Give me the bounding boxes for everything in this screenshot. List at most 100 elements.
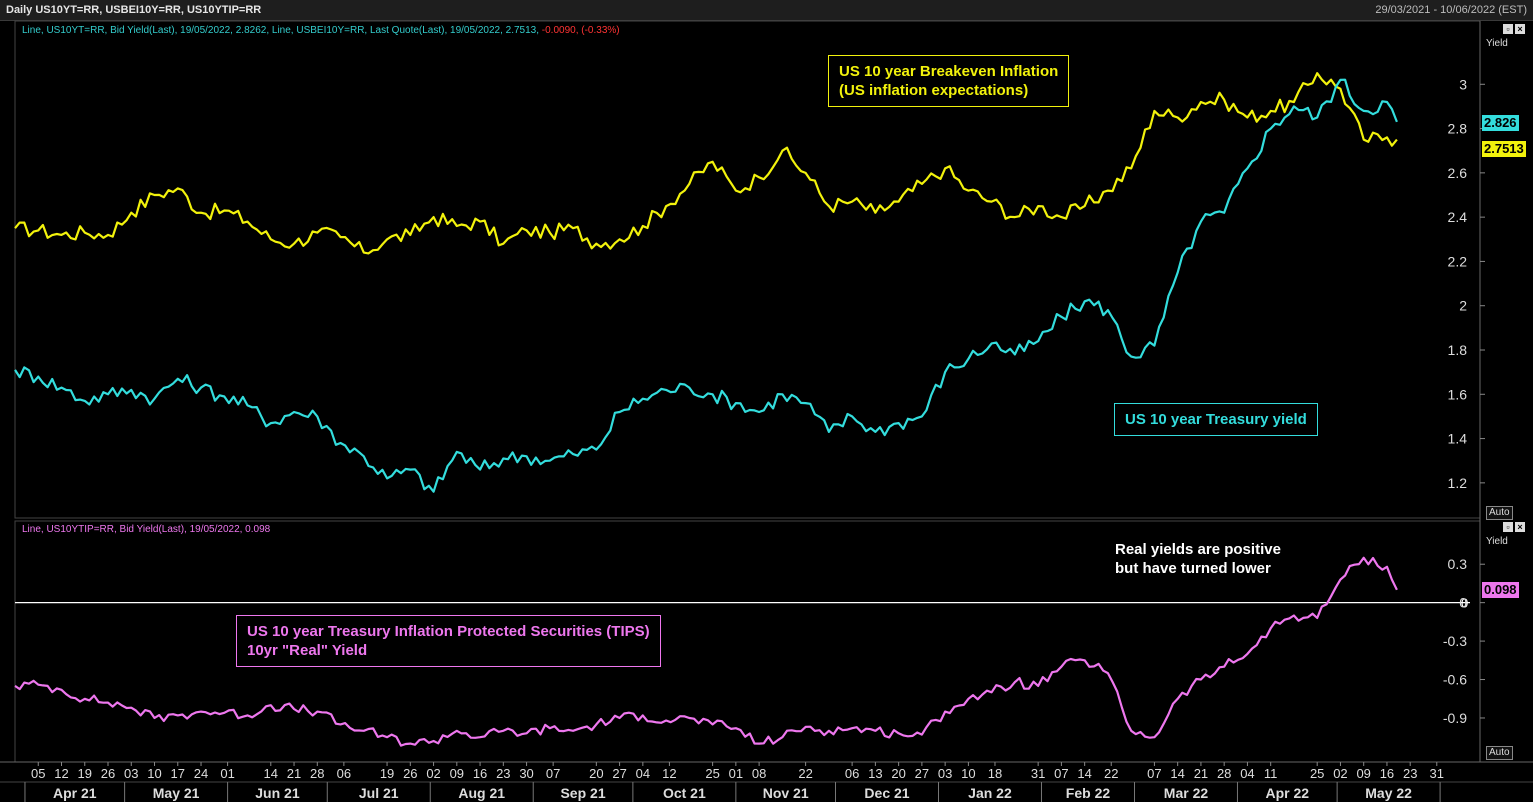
breakeven-callout: US 10 year Breakeven Inflation (US infla… (828, 55, 1070, 107)
x-tick-label: 31 (1031, 766, 1045, 781)
x-tick-label: 04 (1240, 766, 1254, 781)
x-axis: 05 12 19 26 03 10 17 24 01 14 21 28 06 19 26 02 09 16 23 30… (24, 762, 1444, 802)
x-tick-label: 23 (496, 766, 510, 781)
x-tick-label: 14 (264, 766, 278, 781)
restore-panel-icon[interactable]: ▫ (1503, 24, 1513, 34)
x-tick-label: 02 (426, 766, 440, 781)
x-tick-label: 19 (78, 766, 92, 781)
x-tick-label: 06 (845, 766, 859, 781)
month-label: Aug 21 (458, 785, 505, 801)
series-line-tips (14, 556, 1398, 747)
bottom-y-ticks: -0.9 -0.6 -0.3 0 0.3 (1443, 556, 1485, 726)
bottom-axis-title: Yield (1486, 536, 1508, 547)
x-tick-label: 10 (147, 766, 161, 781)
x-tick-label: 16 (473, 766, 487, 781)
top-legend-change: -0.0090, (-0.33%) (542, 25, 620, 36)
top-axis-title: Yield (1486, 38, 1508, 49)
month-label: Sep 21 (560, 785, 605, 801)
x-tick-label: 25 (1310, 766, 1324, 781)
tips-callout-line-2: 10yr "Real" Yield (247, 642, 368, 659)
x-tick-label: 24 (194, 766, 208, 781)
tips-callout: US 10 year Treasury Inflation Protected … (236, 615, 661, 667)
series-layer (14, 72, 1398, 747)
month-label: Nov 21 (763, 785, 809, 801)
real-yield-note: Real yields are positive but have turned… (1115, 540, 1281, 578)
x-tick-label: 27 (612, 766, 626, 781)
x-tick-label: 19 (380, 766, 394, 781)
month-label: May 21 (153, 785, 200, 801)
x-tick-label: 08 (752, 766, 766, 781)
series-line-treasury (14, 78, 1398, 493)
x-tick-label: 03 (938, 766, 952, 781)
y-tick-label: 2.6 (1448, 165, 1468, 181)
x-tick-label: 07 (546, 766, 560, 781)
top-y-ticks: 1.2 1.4 1.6 1.8 2 2.2 2.4 2.6 2.8 3 (1448, 76, 1485, 491)
month-label: May 22 (1365, 785, 1412, 801)
x-tick-label: 23 (1403, 766, 1417, 781)
x-tick-label: 09 (1356, 766, 1370, 781)
x-tick-label: 13 (868, 766, 882, 781)
x-tick-label: 05 (31, 766, 45, 781)
x-tick-label: 26 (403, 766, 417, 781)
x-tick-label: 28 (1217, 766, 1231, 781)
close-panel-icon[interactable]: × (1515, 522, 1525, 532)
x-tick-label: 30 (519, 766, 533, 781)
month-label: Jan 22 (968, 785, 1012, 801)
x-tick-label: 20 (891, 766, 905, 781)
top-panel-plot-area (14, 20, 1481, 519)
month-label: Apr 22 (1266, 785, 1310, 801)
x-tick-label: 09 (450, 766, 464, 781)
month-label: Dec 21 (864, 785, 909, 801)
month-label: Feb 22 (1066, 785, 1111, 801)
x-tick-label: 01 (729, 766, 743, 781)
window-title: Daily US10YT=RR, USBEI10Y=RR, US10YTIP=R… (6, 4, 262, 16)
x-tick-label: 21 (287, 766, 301, 781)
tips-last-value-tag: 0.098 (1482, 582, 1519, 599)
date-range: 29/03/2021 - 10/06/2022 (EST) (1375, 4, 1527, 16)
real-yield-note-line-1: Real yields are positive (1115, 541, 1281, 558)
treasury-last-value-tag: 2.826 (1482, 114, 1519, 131)
top-legend: Line, US10YT=RR, Bid Yield(Last), 19/05/… (22, 25, 620, 36)
tips-callout-line-1: US 10 year Treasury Inflation Protected … (247, 623, 650, 640)
bottom-legend: Line, US10YTIP=RR, Bid Yield(Last), 19/0… (22, 524, 271, 535)
x-tick-label: 22 (798, 766, 812, 781)
x-tick-label: 04 (636, 766, 650, 781)
restore-panel-icon[interactable]: ▫ (1503, 522, 1513, 532)
y-tick-label: 1.2 (1448, 475, 1468, 491)
series-line-breakeven (14, 72, 1398, 255)
y-tick-label: -0.6 (1443, 672, 1467, 688)
x-tick-label: 21 (1194, 766, 1208, 781)
x-tick-label: 26 (101, 766, 115, 781)
x-tick-label: 20 (589, 766, 603, 781)
month-label: Jun 21 (255, 785, 300, 801)
zero-line-label: 0 (1461, 596, 1468, 611)
x-tick-label: 10 (961, 766, 975, 781)
month-label: Apr 21 (53, 785, 97, 801)
x-tick-label: 11 (1264, 766, 1278, 781)
x-tick-label: 02 (1333, 766, 1347, 781)
y-tick-label: 2.4 (1448, 209, 1468, 225)
x-tick-label: 07 (1147, 766, 1161, 781)
y-tick-label: 1.8 (1448, 342, 1468, 358)
y-tick-label: 1.4 (1448, 431, 1468, 447)
x-tick-label: 14 (1170, 766, 1184, 781)
breakeven-callout-line-2: (US inflation expectations) (839, 82, 1029, 99)
x-tick-label: 07 (1054, 766, 1068, 781)
x-tick-label: 22 (1104, 766, 1118, 781)
x-tick-label: 12 (662, 766, 676, 781)
y-tick-label: 0 (1459, 595, 1467, 611)
top-auto-scale-button[interactable]: Auto (1486, 506, 1513, 520)
month-label: Mar 22 (1164, 785, 1209, 801)
y-tick-label: 0.3 (1448, 556, 1468, 572)
y-tick-label: -0.9 (1443, 710, 1467, 726)
bottom-auto-scale-button[interactable]: Auto (1486, 746, 1513, 760)
x-tick-label: 01 (220, 766, 234, 781)
x-tick-label: 12 (54, 766, 68, 781)
x-tick-label: 31 (1430, 766, 1444, 781)
x-tick-label: 17 (171, 766, 185, 781)
treasury-callout: US 10 year Treasury yield (1114, 403, 1318, 436)
y-tick-label: 2.8 (1448, 121, 1468, 137)
x-tick-label: 16 (1380, 766, 1394, 781)
breakeven-callout-line-1: US 10 year Breakeven Inflation (839, 63, 1059, 80)
close-panel-icon[interactable]: × (1515, 24, 1525, 34)
